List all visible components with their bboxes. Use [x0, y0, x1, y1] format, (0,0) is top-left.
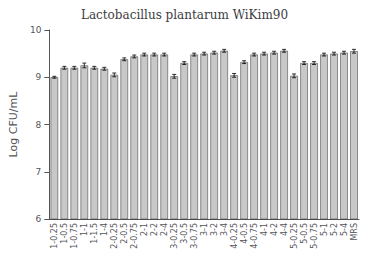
svg-text:5-2: 5-2: [330, 223, 339, 236]
svg-text:4-0.75: 4-0.75: [250, 223, 259, 249]
svg-text:5-0.25: 5-0.25: [290, 223, 299, 249]
svg-text:4-0.25: 4-0.25: [230, 223, 239, 249]
svg-text:4-4: 4-4: [280, 223, 289, 236]
svg-text:3-0.75: 3-0.75: [190, 223, 199, 249]
svg-text:1-0.5: 1-0.5: [60, 223, 69, 244]
svg-text:4-0.5: 4-0.5: [240, 223, 249, 244]
svg-text:1-0.25: 1-0.25: [50, 223, 59, 249]
svg-text:9: 9: [36, 72, 42, 82]
svg-text:10: 10: [30, 25, 42, 35]
svg-text:4-1: 4-1: [260, 223, 269, 236]
svg-text:1-1.5: 1-1.5: [90, 223, 99, 244]
svg-text:6: 6: [36, 214, 42, 224]
svg-text:3-0.5: 3-0.5: [180, 223, 189, 244]
svg-text:3-4: 3-4: [220, 223, 229, 236]
svg-text:Log CFU/mL: Log CFU/mL: [7, 91, 20, 158]
svg-text:MRS: MRS: [350, 223, 359, 241]
svg-text:4-2: 4-2: [270, 223, 279, 236]
svg-text:5-0.75: 5-0.75: [310, 223, 319, 249]
svg-text:2-0.5: 2-0.5: [120, 223, 129, 244]
svg-text:3-0.25: 3-0.25: [170, 223, 179, 249]
svg-text:7: 7: [36, 167, 42, 177]
svg-text:1-0.75: 1-0.75: [70, 223, 79, 249]
svg-text:2-2: 2-2: [150, 223, 159, 236]
svg-text:5-1: 5-1: [320, 223, 329, 236]
svg-text:2-0.75: 2-0.75: [130, 223, 139, 249]
svg-text:2-1: 2-1: [140, 223, 149, 236]
svg-text:5-0.5: 5-0.5: [300, 223, 309, 244]
svg-text:1-4: 1-4: [100, 223, 109, 236]
svg-text:1-1: 1-1: [80, 223, 89, 236]
svg-text:Lactobacillus plantarum WiKim9: Lactobacillus plantarum WiKim90: [81, 8, 288, 22]
svg-text:5-4: 5-4: [340, 223, 349, 236]
svg-text:8: 8: [36, 120, 42, 130]
svg-text:2-4: 2-4: [160, 223, 169, 236]
svg-text:3-2: 3-2: [210, 223, 219, 236]
svg-text:2-0.25: 2-0.25: [110, 223, 119, 249]
svg-text:3-1: 3-1: [200, 223, 209, 236]
